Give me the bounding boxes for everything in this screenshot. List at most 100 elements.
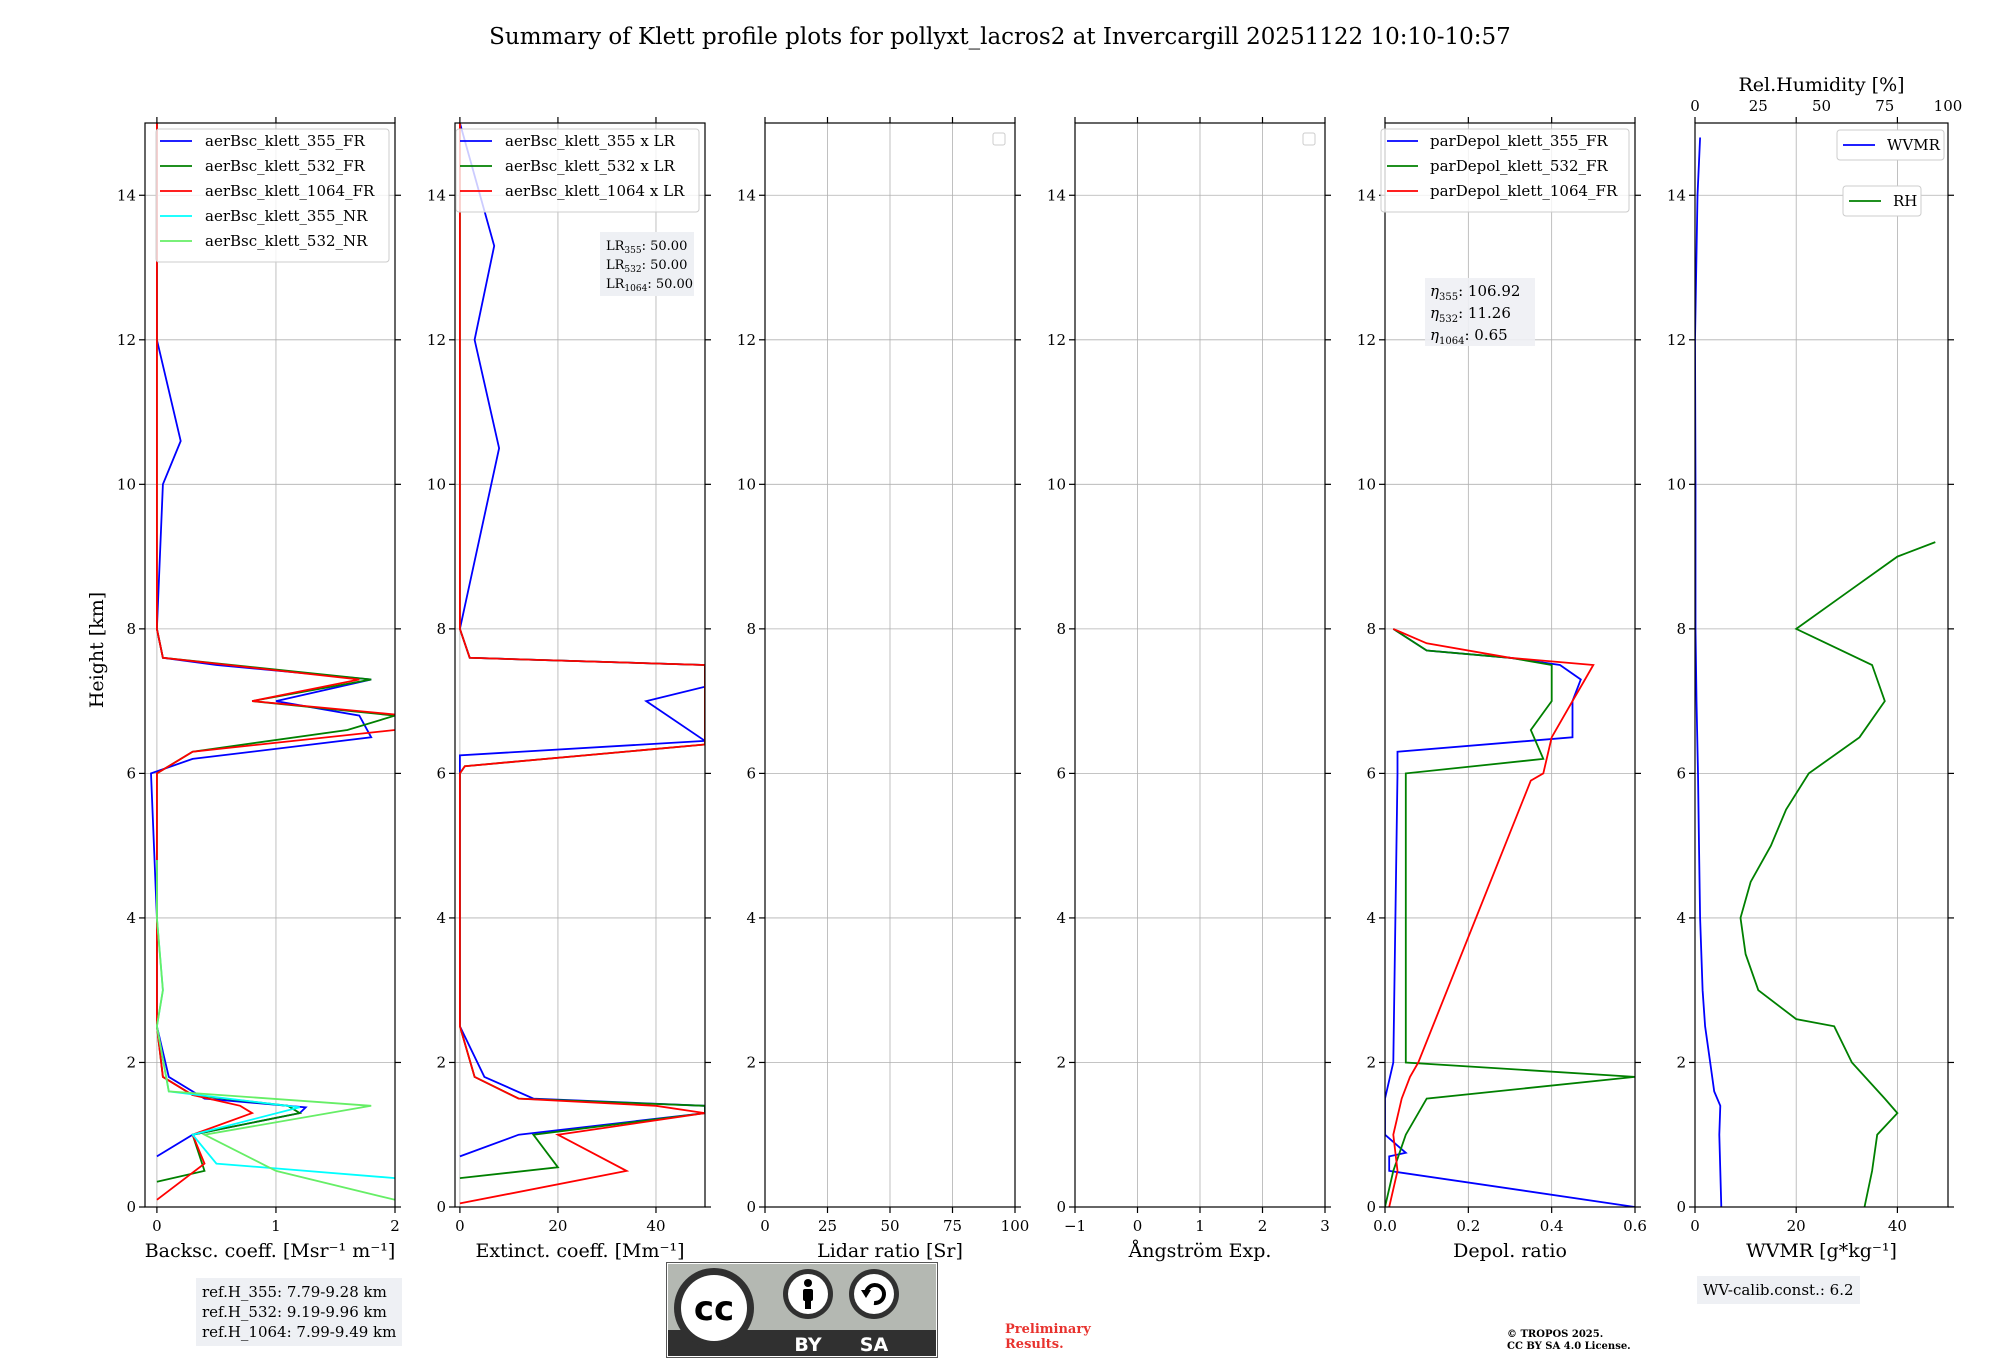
y-tick-label-4: 4: [1366, 909, 1376, 927]
y-tick-label-4: 4: [126, 909, 136, 927]
axes-frame: [454, 122, 706, 1208]
x-axis-label: Backsc. coeff. [Msr⁻¹ m⁻¹]: [145, 1240, 396, 1262]
y-tick-label-6: 6: [126, 764, 136, 782]
panel-wvmr-rh: 0 2 4 6 8 10 12 14 0 20 40 0 25 50 75 100 Rel.Humidity […: [1667, 74, 1962, 1262]
by-icon: [783, 1269, 833, 1319]
y-tick-label-12: 12: [117, 331, 136, 349]
top-x-tick-label-50: 50: [1812, 97, 1831, 115]
series-aerBsc_klett_355 x LR: [458, 123, 705, 1158]
y-tick-label-14: 14: [1357, 186, 1376, 204]
y-tick-label-8: 8: [1366, 620, 1376, 638]
eta-entry-0: η355: 106.92: [1430, 282, 1520, 303]
series-group: [1385, 628, 1635, 1207]
y-tick-label-14: 14: [1667, 186, 1686, 204]
x-tick-label-0: 0: [1133, 1217, 1143, 1235]
legend-label-aerBsc_klett_1064_FR: aerBsc_klett_1064_FR: [205, 182, 375, 200]
y-tick-label-14: 14: [737, 186, 756, 204]
x-tick-label-1: 1: [1195, 1217, 1205, 1235]
y-tick-label-12: 12: [737, 331, 756, 349]
series-group: [1695, 137, 1936, 1207]
copyright-line-1: © TROPOS 2025.: [1507, 1329, 1604, 1340]
axes-frame: [144, 122, 396, 1208]
y-tick-label-4: 4: [746, 909, 756, 927]
y-tick-label-6: 6: [1056, 764, 1066, 782]
x-tick-label-2: 2: [1258, 1217, 1268, 1235]
x-tick-label-0.4: 0.4: [1540, 1217, 1564, 1235]
cc-symbol: cc: [694, 1289, 734, 1329]
y-tick-label-14: 14: [1047, 186, 1066, 204]
x-tick-label-20: 20: [1787, 1217, 1806, 1235]
x-tick-label-0: 0: [455, 1217, 465, 1235]
legend-box: [1380, 128, 1630, 213]
legend-label-aerBsc_klett_355 x LR: aerBsc_klett_355 x LR: [505, 132, 676, 150]
y-tick-label-12: 12: [1047, 331, 1066, 349]
x-tick-label-75: 75: [943, 1217, 962, 1235]
top-x-axis-label: Rel.Humidity [%]: [1738, 74, 1904, 96]
empty-legend-box: [1302, 132, 1316, 146]
x-tick-label-40: 40: [1888, 1217, 1907, 1235]
x-axis-label: Ångström Exp.: [1128, 1240, 1272, 1262]
y-tick-label-2: 2: [1676, 1053, 1686, 1071]
y-tick-label-12: 12: [1357, 331, 1376, 349]
y-tick-label-10: 10: [737, 475, 756, 493]
legend-box: [455, 128, 700, 213]
x-tick-label-3: 3: [1320, 1217, 1330, 1235]
eta-entry-1: η532: 11.26: [1430, 304, 1511, 325]
eta-box: [1425, 278, 1535, 346]
legend-label-aerBsc_klett_532_NR: aerBsc_klett_532_NR: [205, 232, 368, 250]
y-tick-label-6: 6: [436, 764, 446, 782]
y-tick-label-10: 10: [1357, 475, 1376, 493]
x-tick-label-0.2: 0.2: [1456, 1217, 1480, 1235]
cc-circle-inner: [681, 1275, 747, 1341]
legend-label-parDepol_klett_355_FR: parDepol_klett_355_FR: [1430, 132, 1608, 150]
legend-label-parDepol_klett_532_FR: parDepol_klett_532_FR: [1430, 157, 1608, 175]
y-tick-label-2: 2: [126, 1053, 136, 1071]
legend-label-aerBsc_klett_355_NR: aerBsc_klett_355_NR: [205, 207, 368, 225]
y-tick-label-4: 4: [1056, 909, 1066, 927]
lidar-ratio-box: [600, 232, 694, 296]
series-aerBsc_klett_1064 x LR: [458, 123, 705, 1205]
x-tick-label-50: 50: [880, 1217, 899, 1235]
y-tick-label-6: 6: [1676, 764, 1686, 782]
legend-label-aerBsc_klett_1064 x LR: aerBsc_klett_1064 x LR: [505, 182, 685, 200]
y-tick-label-4: 4: [436, 909, 446, 927]
x-tick-label-0: 0: [152, 1217, 162, 1235]
y-tick-label-6: 6: [1366, 764, 1376, 782]
axes-frame: [1694, 122, 1949, 1208]
legend-box: [155, 128, 390, 263]
legend-box-RH: [1842, 185, 1922, 217]
axes-frame: [1384, 122, 1636, 1208]
y-tick-label-6: 6: [746, 764, 756, 782]
top-x-tick-label-0: 0: [1690, 97, 1700, 115]
figure-title: Summary of Klett profile plots for polly…: [489, 24, 1511, 50]
wv-calib-text: WV-calib.const.: 6.2: [1703, 1281, 1854, 1299]
by-label: BY: [794, 1334, 821, 1356]
x-tick-label-0: 0: [1690, 1217, 1700, 1235]
sa-icon: [849, 1269, 899, 1319]
lidar-ratio-entry-2: LR1064: 50.00: [606, 277, 693, 294]
legend-label-RH: RH: [1893, 192, 1917, 210]
y-tick-label-12: 12: [1667, 331, 1686, 349]
x-axis-label: Depol. ratio: [1453, 1240, 1567, 1262]
cc-license-badge: cc BY SA: [666, 1262, 938, 1358]
reference-heights-box: ref.H_355: 7.79-9.28 km ref.H_532: 9.19-…: [196, 1278, 403, 1346]
panel-extinction: 0 2 4 6 8 10 12 14 0 20 40 Extinct. coeff. [Mm⁻¹] ae…: [427, 117, 711, 1262]
legend-label-aerBsc_klett_532 x LR: aerBsc_klett_532 x LR: [505, 157, 676, 175]
x-tick-label-0: 0: [760, 1217, 770, 1235]
y-tick-label-10: 10: [427, 475, 446, 493]
preliminary-line-2: Results.: [1005, 1337, 1064, 1352]
y-tick-label-8: 8: [126, 620, 136, 638]
x-tick-label-2: 2: [390, 1217, 400, 1235]
ref-height-355: ref.H_355: 7.79-9.28 km: [202, 1283, 387, 1301]
y-tick-label-8: 8: [746, 620, 756, 638]
series-aerBsc_klett_1064_FR: [155, 123, 395, 1201]
series-group: [150, 123, 395, 1201]
y-tick-label-0: 0: [746, 1198, 756, 1216]
x-tick-label-0.6: 0.6: [1623, 1217, 1647, 1235]
legend-label-aerBsc_klett_355_FR: aerBsc_klett_355_FR: [205, 132, 365, 150]
top-x-tick-label-100: 100: [1934, 97, 1963, 115]
